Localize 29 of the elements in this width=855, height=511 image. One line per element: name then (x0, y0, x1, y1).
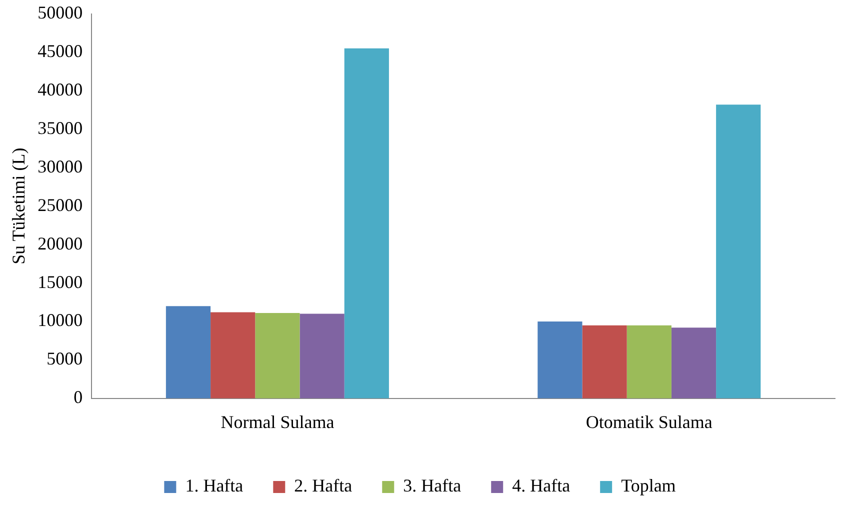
y-tick-label: 25000 (38, 194, 83, 215)
y-tick-label: 30000 (38, 156, 83, 176)
bar (716, 104, 761, 398)
y-tick-label: 0 (74, 387, 83, 408)
y-tick-label: 10000 (38, 310, 83, 330)
legend-label: Toplam (621, 476, 676, 496)
bar (671, 328, 716, 398)
y-axis-title: Su Tüketimi (L) (8, 148, 29, 264)
legend-label: 3. Hafta (403, 476, 462, 496)
bar (344, 48, 389, 398)
bar (255, 313, 300, 398)
x-tick-label: Otomatik Sulama (586, 412, 712, 432)
y-tick-label: 20000 (38, 233, 83, 254)
legend-label: 4. Hafta (512, 476, 570, 496)
bar (166, 306, 211, 398)
legend-label: 1. Hafta (185, 476, 244, 496)
x-tick-label: Normal Sulama (220, 412, 334, 432)
bar (582, 325, 627, 398)
bar (626, 325, 672, 398)
bar (538, 321, 582, 398)
y-tick-label: 15000 (38, 272, 83, 292)
bar (300, 314, 344, 398)
legend-label: 2. Hafta (294, 476, 352, 496)
bar (210, 312, 256, 398)
y-tick-label: 50000 (38, 2, 83, 23)
y-tick-label: 5000 (46, 348, 83, 369)
y-tick-label: 40000 (38, 79, 83, 100)
y-tick-label: 45000 (38, 40, 83, 61)
y-tick-label: 35000 (38, 118, 83, 138)
